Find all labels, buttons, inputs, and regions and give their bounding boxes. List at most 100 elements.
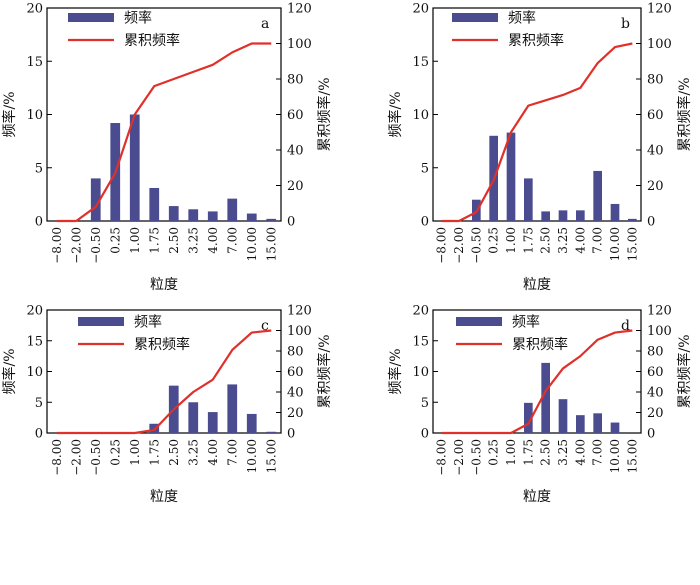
x-tick-label: −2.00 — [69, 439, 83, 476]
right-tick-label: 0 — [647, 427, 655, 442]
x-tick-label: 3.25 — [186, 227, 200, 254]
left-tick-label: 0 — [421, 427, 429, 442]
x-tick-label: −2.00 — [452, 227, 466, 264]
bar — [149, 187, 160, 221]
legend-bar-swatch — [452, 13, 498, 22]
x-tick-label: −8.00 — [50, 227, 64, 264]
legend-line-label: 累积频率 — [124, 32, 180, 49]
right-tick-label: 120 — [647, 304, 672, 319]
right-tick-label: 60 — [647, 108, 664, 123]
bar — [558, 210, 568, 221]
right-tick-label: 20 — [647, 406, 664, 421]
x-axis-label: 粒度 — [523, 277, 551, 293]
y2-axis-label: 累积频率/% — [316, 334, 333, 408]
x-tick-label: −2.00 — [69, 227, 83, 264]
right-tick-label: 40 — [287, 144, 304, 159]
panel-label: c — [261, 318, 269, 334]
x-tick-label: 1.00 — [128, 439, 142, 466]
x-tick-label: 1.75 — [521, 227, 535, 254]
x-tick-label: 7.00 — [225, 227, 239, 254]
bar — [541, 211, 550, 221]
left-tick-label: 5 — [35, 161, 43, 176]
x-tick-label: 10.00 — [245, 439, 259, 473]
x-tick-label: 15.00 — [625, 227, 639, 261]
right-tick-label: 120 — [287, 304, 312, 319]
legend-bar-label: 频率 — [512, 314, 540, 331]
right-tick-label: 20 — [287, 406, 304, 421]
left-tick-label: 10 — [412, 365, 429, 380]
bar — [576, 210, 585, 221]
right-tick-label: 120 — [647, 2, 672, 17]
left-tick-label: 0 — [35, 427, 43, 442]
x-tick-label: −8.00 — [435, 227, 449, 264]
legend-line-label: 累积频率 — [134, 336, 190, 353]
right-tick-label: 60 — [287, 365, 304, 380]
bar — [610, 422, 620, 433]
left-tick-label: 15 — [26, 55, 43, 70]
panel-label: d — [621, 318, 630, 334]
x-tick-label: 4.00 — [206, 439, 220, 466]
left-tick-label: 5 — [35, 396, 43, 411]
legend-bar-swatch — [456, 317, 502, 326]
x-tick-label: 10.00 — [608, 227, 622, 261]
x-tick-label: 0.25 — [487, 227, 501, 254]
right-tick-label: 120 — [287, 2, 312, 17]
bar — [266, 431, 277, 433]
right-tick-label: 40 — [287, 386, 304, 401]
bar — [168, 206, 179, 221]
x-tick-label: 1.75 — [147, 439, 161, 466]
right-tick-label: 0 — [287, 427, 295, 442]
legend-bar-label: 频率 — [508, 10, 536, 27]
right-tick-label: 100 — [647, 324, 672, 339]
right-tick-label: 100 — [647, 37, 672, 52]
x-tick-label: −0.50 — [89, 439, 103, 476]
legend-line-label: 累积频率 — [512, 336, 568, 353]
right-tick-label: 80 — [647, 345, 664, 360]
right-tick-label: 40 — [647, 144, 664, 159]
bar — [207, 211, 218, 221]
chart-panel-c: 0 5 10 15 20 0 20 40 60 80 100 120 −8.00 −2.00 −0.50 0.… — [1, 304, 333, 506]
right-tick-label: 80 — [287, 345, 304, 360]
left-tick-label: 20 — [412, 2, 429, 17]
bar — [90, 178, 101, 221]
bar — [576, 415, 585, 433]
x-tick-label: 0.25 — [487, 439, 501, 466]
x-tick-label: 2.50 — [539, 439, 553, 466]
bar — [610, 203, 620, 221]
legend-bar-swatch — [68, 13, 114, 22]
bar — [524, 178, 533, 221]
x-tick-label: 4.00 — [206, 227, 220, 254]
x-tick-label: 15.00 — [264, 227, 278, 261]
right-tick-label: 20 — [647, 179, 664, 194]
left-tick-label: 20 — [26, 2, 43, 17]
panel-label: a — [261, 16, 269, 32]
cumulative-line — [441, 42, 633, 223]
x-tick-label: 1.00 — [504, 439, 518, 466]
x-tick-label: 3.25 — [186, 439, 200, 466]
x-tick-label: 15.00 — [264, 439, 278, 473]
right-tick-label: 60 — [647, 365, 664, 380]
left-tick-label: 10 — [26, 365, 43, 380]
x-tick-label: 2.50 — [539, 227, 553, 254]
x-tick-label: 3.25 — [556, 439, 570, 466]
bar — [227, 384, 238, 433]
right-tick-label: 60 — [287, 108, 304, 123]
bar — [188, 402, 199, 433]
bar — [188, 209, 199, 221]
y2-axis-label: 累积频率/% — [316, 77, 333, 151]
bar — [593, 413, 602, 433]
bar — [593, 170, 602, 221]
left-tick-label: 5 — [421, 161, 429, 176]
x-tick-label: 3.25 — [556, 227, 570, 254]
x-tick-label: 1.00 — [504, 227, 518, 254]
x-tick-label: 10.00 — [608, 439, 622, 473]
y2-axis-label: 累积频率/% — [676, 77, 693, 151]
right-tick-label: 0 — [647, 215, 655, 230]
bar — [246, 413, 257, 433]
bar — [524, 402, 533, 433]
x-tick-label: 2.50 — [167, 439, 181, 466]
right-tick-label: 100 — [287, 37, 312, 52]
